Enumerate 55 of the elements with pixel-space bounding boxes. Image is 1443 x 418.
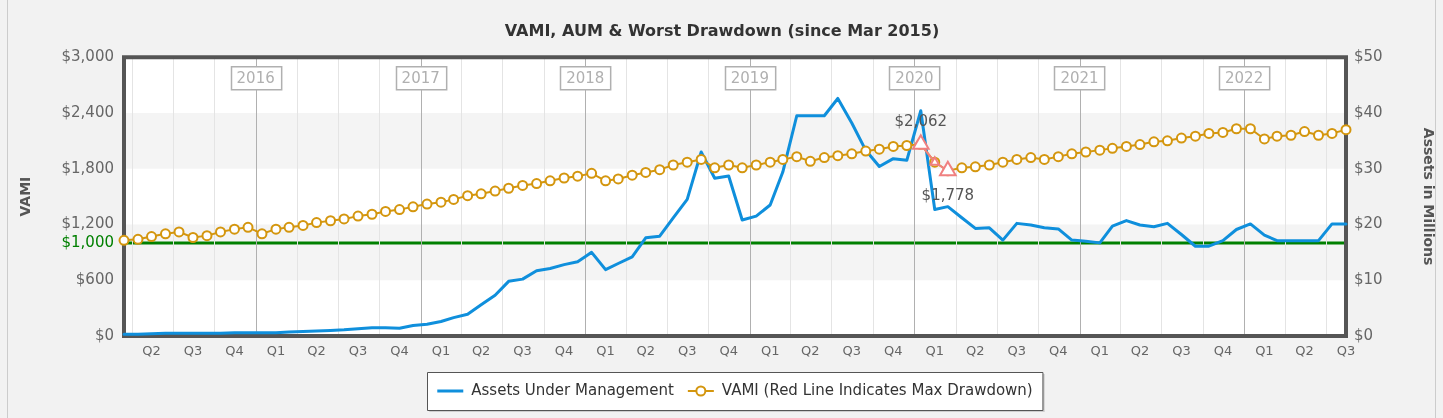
ref-line-label: 2022 xyxy=(1225,68,1264,87)
x-tick-label: Q4 xyxy=(225,343,244,359)
y2-tick-label: $20 xyxy=(1354,214,1383,233)
x-tick-label: Q2 xyxy=(966,343,985,359)
x-tick-label: Q2 xyxy=(307,343,326,359)
x-tick-label: Q2 xyxy=(142,343,161,359)
y-tick-label: $1,800 xyxy=(61,158,114,177)
y2-tick-label: $0 xyxy=(1354,325,1374,344)
x-tick-label: Q3 xyxy=(348,343,368,359)
x-tick-label: Q4 xyxy=(554,343,574,359)
x-tick-label: Q3 xyxy=(183,343,203,359)
chart-title: VAMI, AUM & Worst Drawdown (since Mar 2015) xyxy=(504,20,940,40)
x-tick-label: Q3 xyxy=(842,343,862,359)
x-tick-label: Q2 xyxy=(636,343,655,359)
ref-line-label: 2016 xyxy=(236,68,275,87)
x-tick-label: Q2 xyxy=(471,343,491,359)
ref-line-label: $1,000 xyxy=(61,232,114,251)
y2-axis-title: Assets in Millions xyxy=(1420,127,1437,266)
ref-line-label: 2019 xyxy=(730,68,769,87)
ref-line-label: 2017 xyxy=(401,68,440,87)
y-tick-label: $2,400 xyxy=(61,102,114,121)
x-tick-label: Q1 xyxy=(1090,343,1110,359)
x-tick-label: Q4 xyxy=(884,343,903,359)
y-tick-label: $0 xyxy=(94,325,114,344)
x-tick-label: Q1 xyxy=(1255,343,1274,359)
x-tick-label: Q3 xyxy=(1007,343,1027,359)
y2-tick-label: $40 xyxy=(1354,102,1383,121)
y-tick-label: $1,200 xyxy=(61,214,114,233)
ref-line-label: 2021 xyxy=(1060,68,1099,87)
legend-label: Assets Under Management xyxy=(471,380,674,399)
x-tick-label: Q4 xyxy=(719,343,738,359)
x-tick-label: Q3 xyxy=(1172,343,1191,359)
x-tick-label: Q3 xyxy=(677,343,697,359)
legend-label: VAMI (Red Line Indicates Max Drawdown) xyxy=(721,380,1033,399)
y-tick-label: $3,000 xyxy=(61,47,114,66)
x-tick-label: Q2 xyxy=(1295,343,1314,359)
x-tick-label: Q1 xyxy=(760,343,780,359)
y2-tick-label: $10 xyxy=(1354,270,1383,289)
y2-tick-label: $30 xyxy=(1354,158,1383,177)
ref-line-label: 2020 xyxy=(895,68,934,87)
x-tick-label: Q1 xyxy=(596,343,615,359)
ref-line-label: 2018 xyxy=(566,68,605,87)
x-tick-label: Q4 xyxy=(1213,343,1233,359)
x-tick-label: Q2 xyxy=(1130,343,1150,359)
x-tick-label: Q4 xyxy=(390,343,409,359)
y-axis-title: VAMI xyxy=(17,176,34,217)
y2-tick-label: $50 xyxy=(1354,47,1383,66)
x-tick-label: Q1 xyxy=(925,343,945,359)
x-tick-label: Q2 xyxy=(801,343,820,359)
y-tick-label: $600 xyxy=(75,270,114,289)
x-tick-label: Q1 xyxy=(431,343,451,359)
x-tick-label: Q1 xyxy=(266,343,286,359)
x-tick-label: Q3 xyxy=(513,343,532,359)
x-tick-label: Q4 xyxy=(1049,343,1068,359)
x-tick-label: Q3 xyxy=(1336,343,1356,359)
